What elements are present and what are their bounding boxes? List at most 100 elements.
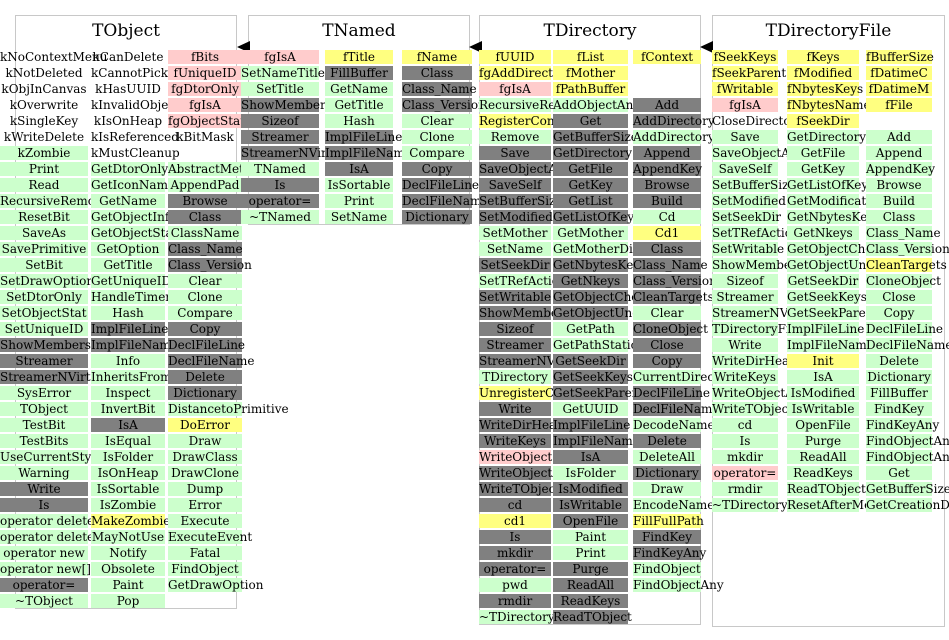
tnamed-member[interactable]: Clone xyxy=(402,130,472,144)
tnamed-member[interactable]: ImplFileName xyxy=(325,146,412,160)
tdirectory-member[interactable]: ReadAll xyxy=(553,578,628,592)
tobject-member[interactable]: DistancetoPrimitive xyxy=(168,402,289,416)
tdirectory-member[interactable]: SaveSelf xyxy=(479,178,551,192)
tdirectoryfile-member[interactable]: SetSeekDir xyxy=(712,210,782,224)
tdirectoryfile-member[interactable]: GetCreationDate xyxy=(866,498,949,512)
tdirectory-member[interactable]: Remove xyxy=(479,130,551,144)
tdirectory-member[interactable]: DecodeNameCycle xyxy=(633,418,749,432)
tobject-member[interactable]: DeclFileName xyxy=(168,354,255,368)
tdirectory-member[interactable]: AddDirectoryStatus xyxy=(633,130,754,144)
tdirectoryfile-member[interactable]: Browse xyxy=(866,178,932,192)
tobject-member[interactable]: Streamer xyxy=(0,354,88,368)
tdirectory-member[interactable]: GetSeekParent xyxy=(553,386,645,400)
tdirectory-member[interactable]: DeclFileLine xyxy=(633,386,711,400)
tobject-member[interactable]: IsFolder xyxy=(91,450,165,464)
tdirectoryfile-member[interactable]: Add xyxy=(866,130,932,144)
tdirectory-member[interactable]: IsModified xyxy=(553,482,628,496)
tobject-member[interactable]: MakeZombie xyxy=(91,514,171,528)
tobject-member[interactable]: operator new xyxy=(0,546,88,560)
tnamed-member[interactable]: fTitle xyxy=(325,50,393,64)
tdirectoryfile-member[interactable]: SaveObjectAs xyxy=(712,146,796,160)
tobject-member[interactable]: Error xyxy=(168,498,242,512)
tdirectoryfile-member[interactable]: Is xyxy=(712,434,778,448)
tdirectoryfile-member[interactable]: SetTRefAction xyxy=(712,226,800,240)
tdirectory-member[interactable]: operator= xyxy=(479,562,551,576)
tdirectory-member[interactable]: GetNbytesKeys xyxy=(553,258,647,272)
tdirectoryfile-member[interactable]: WriteTObject xyxy=(712,402,794,416)
tdirectory-member[interactable]: GetDirectory xyxy=(553,146,633,160)
tdirectoryfile-member[interactable]: fNbytesName xyxy=(787,98,871,112)
tdirectory-member[interactable]: GetFile xyxy=(553,162,628,176)
tdirectory-member[interactable]: Class_Name xyxy=(633,258,708,272)
tobject-member[interactable]: MayNotUse xyxy=(91,530,165,544)
tdirectory-member[interactable]: Is xyxy=(479,530,551,544)
tdirectoryfile-member[interactable]: ShowMembers xyxy=(712,258,803,272)
tobject-member[interactable]: operator= xyxy=(0,578,88,592)
tnamed-member[interactable]: IsA xyxy=(325,162,393,176)
tobject-member[interactable]: GetDrawOption xyxy=(168,578,264,592)
tobject-member[interactable]: Compare xyxy=(168,306,242,320)
tnamed-member[interactable]: Sizeof xyxy=(241,114,319,128)
tobject-member[interactable]: kHasUUID xyxy=(95,82,161,96)
tobject-member[interactable]: Paint xyxy=(91,578,165,592)
tobject-member[interactable]: kBitMask xyxy=(176,130,234,144)
tobject-member[interactable]: Clear xyxy=(168,274,242,288)
tdirectoryfile-member[interactable]: Build xyxy=(866,194,932,208)
tdirectoryfile-member[interactable]: Purge xyxy=(787,434,859,448)
tdirectoryfile-member[interactable]: fgIsA xyxy=(712,98,778,112)
tdirectoryfile-member[interactable]: FindKeyAny xyxy=(866,418,940,432)
tobject-member[interactable]: GetUniqueID xyxy=(91,274,172,288)
tdirectory-member[interactable]: Cd1 xyxy=(633,226,701,240)
tobject-member[interactable]: DrawClone xyxy=(168,466,242,480)
tdirectory-member[interactable]: RegisterContext xyxy=(479,114,579,128)
tobject-member[interactable]: IsEqual xyxy=(91,434,165,448)
tobject-member[interactable]: kNoContextMenu xyxy=(0,50,108,64)
tdirectoryfile-member[interactable]: SetModified xyxy=(712,194,786,208)
tdirectoryfile-member[interactable]: ImplFileLine xyxy=(787,322,865,336)
tdirectory-member[interactable]: SetModified xyxy=(479,210,553,224)
tdirectory-member[interactable]: ImplFileName xyxy=(553,434,640,448)
tdirectory-member[interactable]: GetKey xyxy=(553,178,628,192)
tobject-member[interactable]: kIsOnHeap xyxy=(93,114,163,128)
tdirectoryfile-member[interactable]: SetWritable xyxy=(712,242,785,256)
tnamed-member[interactable]: Clear xyxy=(402,114,472,128)
tobject-member[interactable]: Read xyxy=(0,178,88,192)
tdirectory-member[interactable]: ShowMembers xyxy=(479,306,570,320)
tdirectoryfile-member[interactable]: DeclFileName xyxy=(866,338,949,352)
tdirectory-member[interactable]: GetNkeys xyxy=(553,274,628,288)
tdirectoryfile-member[interactable]: GetNbytesKeys xyxy=(787,210,881,224)
tobject-member[interactable]: ImplFileLine xyxy=(91,322,169,336)
tdirectoryfile-member[interactable]: Class_Name xyxy=(866,226,941,240)
tdirectory-member[interactable]: Clear xyxy=(633,306,701,320)
tdirectoryfile-member[interactable]: FindObjectAnyFile xyxy=(866,450,949,464)
tdirectory-member[interactable]: WriteObjectAny xyxy=(479,466,576,480)
tdirectoryfile-member[interactable]: WriteDirHeader xyxy=(712,354,810,368)
tnamed-member[interactable]: SetNameTitle xyxy=(241,66,325,80)
tobject-member[interactable]: GetTitle xyxy=(91,258,165,272)
tobject-member[interactable]: Notify xyxy=(91,546,165,560)
tdirectoryfile-member[interactable]: fBufferSize xyxy=(866,50,934,64)
tdirectoryfile-member[interactable]: Class xyxy=(866,210,932,224)
tnamed-member[interactable]: DeclFileName xyxy=(402,194,489,208)
tdirectory-member[interactable]: AddObjectAnyFile xyxy=(553,98,664,112)
tdirectory-member[interactable]: ReadTObject xyxy=(553,610,632,624)
tdirectory-member[interactable]: CurrentDirectory xyxy=(633,370,739,384)
tdirectory-member[interactable]: ReadKeys xyxy=(553,594,628,608)
tdirectory-member[interactable]: Class_Version xyxy=(633,274,717,288)
tdirectory-member[interactable]: fList xyxy=(553,50,628,64)
tdirectory-member[interactable]: Dictionary xyxy=(633,466,701,480)
tobject-member[interactable]: InvertBit xyxy=(91,402,165,416)
tobject-member[interactable]: Clone xyxy=(168,290,242,304)
tdirectoryfile-member[interactable]: FillBuffer xyxy=(866,386,932,400)
tobject-member[interactable]: operator new[] xyxy=(0,562,91,576)
tobject-member[interactable]: UseCurrentStyle xyxy=(0,450,103,464)
tdirectory-member[interactable]: SetTRefAction xyxy=(479,274,567,288)
tobject-member[interactable]: FindObject xyxy=(168,562,242,576)
tnamed-member[interactable]: Print xyxy=(325,194,393,208)
tobject-member[interactable]: SaveAs xyxy=(0,226,88,240)
tobject-member[interactable]: kSingleKey xyxy=(9,114,79,128)
tobject-member[interactable]: GetOption xyxy=(91,242,165,256)
tdirectory-member[interactable]: IsWritable xyxy=(553,498,628,512)
tdirectoryfile-member[interactable]: Dictionary xyxy=(866,370,932,384)
tdirectory-member[interactable]: IsA xyxy=(553,450,628,464)
